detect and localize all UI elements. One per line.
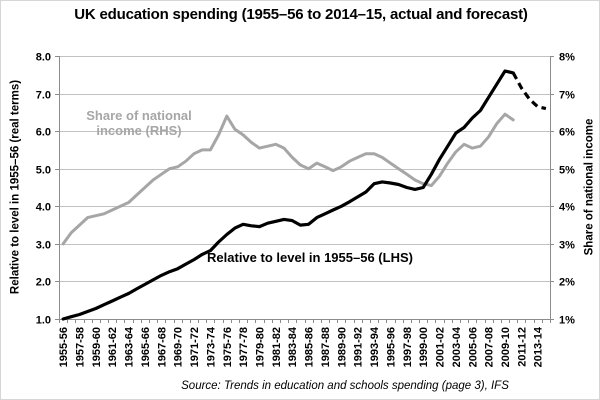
x-axis-tick-label: 1991-92 — [353, 327, 365, 367]
x-axis-tick-label: 1983-84 — [287, 326, 299, 367]
left-axis-tick-label: 6.0 — [36, 127, 51, 139]
right-axis-tick-label: 2% — [559, 277, 575, 289]
right-axis-tick-label: 8% — [559, 52, 575, 64]
share-of-income-line — [61, 112, 515, 246]
x-axis-tick-label: 2005-06 — [467, 327, 479, 367]
x-axis-tick-label: 1965-66 — [140, 327, 152, 367]
left-axis-tick-label: 3.0 — [36, 240, 51, 252]
left-axis-tick-label: 2.0 — [36, 277, 51, 289]
x-axis-tick-label: 2001-02 — [435, 327, 447, 367]
x-axis-tick-label: 1973-74 — [205, 326, 217, 367]
x-axis-tick-label: 1999-00 — [418, 327, 430, 367]
x-axis-tick-label: 2003-04 — [451, 326, 463, 367]
left-axis-tick-label: 4.0 — [36, 202, 51, 214]
x-axis-tick-label: 2011-12 — [516, 327, 528, 367]
right-axis-tick-label: 3% — [559, 240, 575, 252]
x-axis-tick-label: 1963-64 — [124, 326, 136, 367]
relative-level-forecast-line — [511, 72, 547, 111]
annotation-share-label-line1: Share of national — [86, 108, 191, 123]
annotation-lhs-label-line1: Relative to level in 1955–56 (LHS) — [207, 250, 413, 265]
x-axis-tick-label: 1997-98 — [402, 327, 414, 367]
x-axis-tick-label: 1981-82 — [271, 327, 283, 367]
right-axis-tick-label: 7% — [559, 90, 575, 102]
annotation-share-label-line2: income (RHS) — [96, 123, 181, 138]
x-axis-tick-label: 2009-10 — [500, 327, 512, 367]
x-axis-tick-label: 1979-80 — [254, 327, 266, 367]
x-axis-tick-label: 1957-58 — [74, 327, 86, 367]
x-axis-tick-label: 1969-70 — [173, 327, 185, 367]
left-axis-tick-label: 8.0 — [36, 52, 51, 64]
x-axis-tick-label: 1975-76 — [222, 327, 234, 367]
x-axis-tick-label: 1989-90 — [336, 327, 348, 367]
left-axis-tick-label: 1.0 — [36, 315, 51, 327]
x-axis-tick-label: 1993-94 — [369, 326, 381, 367]
chart-title: UK education spending (1955–56 to 2014–1… — [74, 6, 528, 23]
x-axis-tick-label: 1995-96 — [385, 327, 397, 367]
right-axis-tick-label: 6% — [559, 127, 575, 139]
x-axis-tick-label: 1977-78 — [238, 327, 250, 367]
x-axis-tick-label: 2013-14 — [533, 326, 545, 367]
x-axis-tick-label: 1959-60 — [91, 327, 103, 367]
x-axis-tick-label: 1985-86 — [304, 327, 316, 367]
x-axis-tick-label: 1967-68 — [156, 327, 168, 367]
source-caption: Source: Trends in education and schools … — [181, 380, 509, 392]
relative-level-actual-line — [61, 69, 515, 321]
left-axis-tick-label: 7.0 — [36, 90, 51, 102]
right-axis-tick-label: 4% — [559, 202, 575, 214]
x-axis-tick-label: 1961-62 — [107, 327, 119, 367]
x-axis-tick-label: 1971-72 — [189, 327, 201, 367]
x-axis-tick-label: 1987-88 — [320, 327, 332, 367]
right-axis-tick-label: 5% — [559, 165, 575, 177]
x-axis-tick-label: 1955-56 — [58, 327, 70, 367]
right-axis-tick-label: 1% — [559, 315, 575, 327]
x-axis-tick-label: 2007-08 — [484, 327, 496, 367]
left-axis-tick-label: 5.0 — [36, 165, 51, 177]
